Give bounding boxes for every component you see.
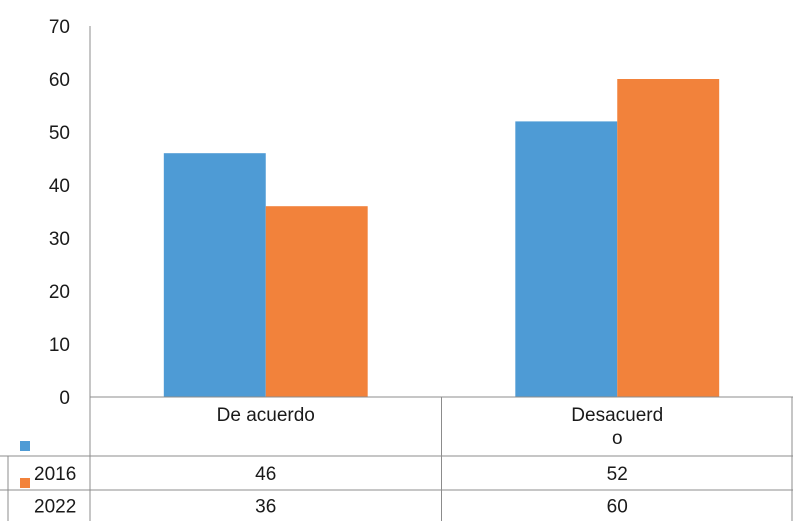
y-tick-label: 60	[49, 70, 70, 91]
category-label: De acuerdo	[217, 405, 315, 426]
bar-2022-1	[617, 79, 720, 397]
series-name-2016: 2016	[34, 464, 76, 485]
data-label-2016-1: 52	[607, 464, 628, 485]
y-axis: 0 10 20 30 40 50 60 70	[49, 17, 70, 409]
bar-2016-1	[515, 121, 618, 398]
data-label-2016-0: 46	[255, 464, 276, 485]
data-label-2022-0: 36	[255, 497, 276, 518]
y-tick-label: 0	[59, 388, 70, 409]
bar-2016-0	[163, 153, 266, 397]
data-label-2022-1: 60	[607, 497, 628, 518]
y-tick-label: 20	[49, 282, 70, 303]
category-label: Desacuerd o	[571, 405, 663, 449]
y-tick-label: 10	[49, 335, 70, 356]
y-tick-label: 40	[49, 176, 70, 197]
bar-2022-0	[265, 206, 368, 397]
series-name-2022: 2022	[34, 497, 76, 518]
data-table: De acuerdo Desacuerd o 2016 46 52 2022 36 60	[0, 397, 793, 521]
y-tick-label: 50	[49, 123, 70, 144]
y-tick-label: 30	[49, 229, 70, 250]
y-tick-label: 70	[49, 17, 70, 38]
legend-swatch-2016	[20, 441, 30, 451]
legend-swatch-2022	[20, 478, 30, 488]
bars	[163, 79, 720, 398]
